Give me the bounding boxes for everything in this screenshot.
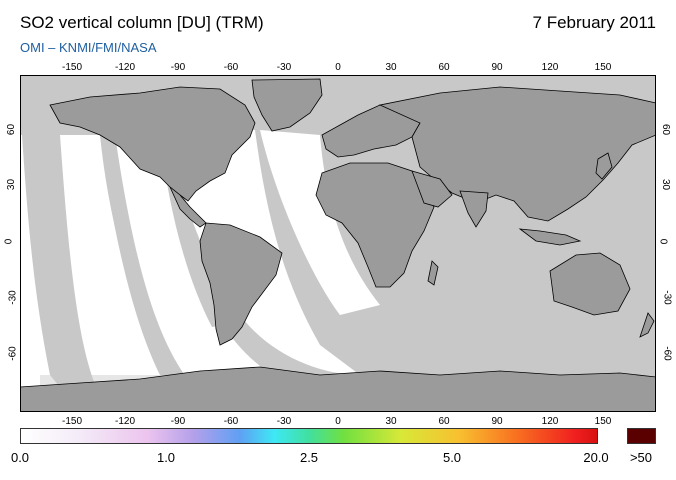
lon-tick-top: -120: [114, 62, 136, 73]
new-zealand: [639, 312, 655, 338]
lon-tick-bottom: 60: [438, 416, 450, 427]
map-title: SO2 vertical column [DU] (TRM): [20, 13, 264, 32]
lon-tick-top: 0: [335, 62, 341, 73]
so2-map: [20, 75, 656, 412]
north-america: [49, 86, 256, 202]
lon-tick-bottom: 120: [541, 416, 559, 427]
lon-tick-bottom: 90: [491, 416, 503, 427]
africa: [315, 162, 435, 288]
lon-tick-bottom: -90: [170, 416, 186, 427]
lon-tick-bottom: -120: [114, 416, 136, 427]
australia: [549, 252, 631, 316]
lat-tick-right: -30: [661, 290, 673, 305]
colorbar: [20, 428, 598, 444]
lat-tick-right: 0: [657, 238, 669, 245]
asia: [378, 86, 656, 222]
colorbar-overflow-label: >50: [629, 450, 653, 465]
lat-tick-right: -60: [661, 346, 673, 361]
lon-tick-top: -150: [61, 62, 83, 73]
map-date: 7 February 2011: [532, 13, 656, 32]
lon-tick-top: 120: [541, 62, 559, 73]
lon-tick-bottom: 0: [335, 416, 341, 427]
lat-tick-right: 30: [660, 178, 672, 191]
indonesia: [518, 228, 582, 246]
greenland: [251, 78, 323, 132]
map-credit: OMI – KNMI/FMI/NASA: [20, 40, 157, 55]
arabia: [411, 170, 453, 208]
lon-tick-bottom: 150: [594, 416, 612, 427]
lon-tick-top: 30: [385, 62, 397, 73]
lat-tick-left: 0: [3, 238, 15, 245]
colorbar-label: 0.0: [10, 450, 30, 465]
colorbar-label: 2.5: [299, 450, 319, 465]
lon-tick-bottom: -150: [61, 416, 83, 427]
overflow-swatch: [627, 428, 656, 444]
madagascar: [427, 260, 439, 286]
lat-tick-left: -30: [7, 290, 19, 305]
lat-tick-left: 30: [6, 178, 18, 191]
colorbar-label: 20.0: [583, 450, 609, 465]
south-america: [199, 222, 283, 346]
lat-tick-left: 60: [6, 123, 18, 136]
lon-tick-top: 150: [594, 62, 612, 73]
antarctica: [20, 366, 656, 412]
lon-tick-top: 60: [438, 62, 450, 73]
lon-tick-top: -60: [223, 62, 239, 73]
colorbar-label: 1.0: [156, 450, 176, 465]
japan: [595, 152, 613, 180]
colorbar-label: 5.0: [442, 450, 462, 465]
land-masses: [20, 78, 656, 412]
lon-tick-top: -90: [170, 62, 186, 73]
lon-tick-top: -30: [276, 62, 292, 73]
lon-tick-bottom: 30: [385, 416, 397, 427]
colorbar-gradient: [20, 428, 598, 444]
lon-tick-bottom: -30: [276, 416, 292, 427]
lat-tick-left: -60: [7, 346, 19, 361]
map-frame: [20, 75, 656, 412]
lon-tick-bottom: -60: [223, 416, 239, 427]
india: [459, 190, 489, 228]
lon-tick-top: 90: [491, 62, 503, 73]
lat-tick-right: 60: [660, 123, 672, 136]
